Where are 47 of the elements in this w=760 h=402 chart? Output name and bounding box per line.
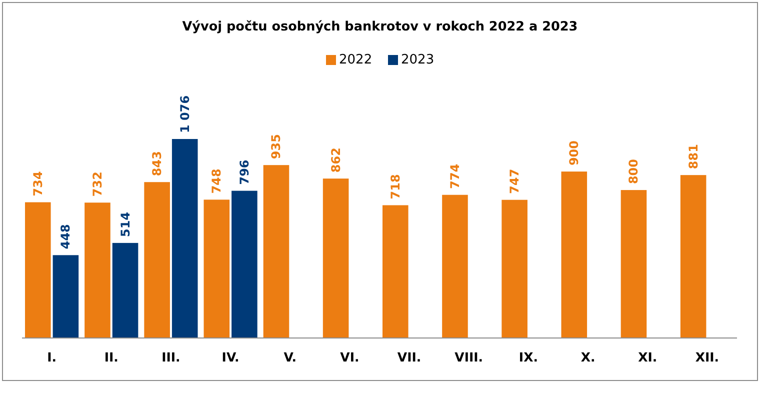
x-tick-label: VII. <box>397 350 422 364</box>
data-label: 448 <box>58 224 73 250</box>
data-label: 843 <box>150 151 164 176</box>
bar <box>382 205 408 338</box>
bar <box>442 194 468 338</box>
data-label: 734 <box>30 171 45 196</box>
x-tick-label: IV. <box>222 350 240 364</box>
x-tick-label: VIII. <box>454 350 484 364</box>
data-label: 935 <box>269 134 284 160</box>
bar <box>263 165 290 338</box>
bar <box>144 182 170 338</box>
chart-title: Vývoj počtu osobných bankrotov v rokoch 2022 a 2023 <box>182 20 578 34</box>
data-label: 862 <box>328 148 343 173</box>
data-label: 774 <box>448 164 462 189</box>
bar <box>172 139 198 338</box>
x-tick-label: V. <box>284 350 297 364</box>
data-label: 748 <box>210 168 224 194</box>
data-label: 796 <box>237 160 252 185</box>
bar <box>204 200 230 338</box>
bar <box>322 178 349 338</box>
data-label: 747 <box>508 168 522 194</box>
x-tick-label: III. <box>162 350 180 364</box>
bar <box>561 172 588 338</box>
x-tick-label: XII. <box>695 350 720 364</box>
x-tick-label: VI. <box>340 350 360 364</box>
x-tick-label: X. <box>580 350 596 364</box>
data-label: 881 <box>686 144 700 170</box>
bar <box>502 200 528 338</box>
bar <box>680 175 706 338</box>
x-tick-label: IX. <box>518 350 538 364</box>
x-tick-label: II. <box>104 350 118 364</box>
bar <box>112 242 138 338</box>
data-label: 732 <box>90 172 104 197</box>
bar <box>84 202 110 338</box>
legend-label: 2022 <box>339 52 372 68</box>
legend-label: 2023 <box>401 52 434 68</box>
data-label: 900 <box>567 140 582 166</box>
bar <box>232 190 258 338</box>
data-label: 514 <box>118 212 132 237</box>
x-tick-label: XI. <box>638 350 658 364</box>
bar <box>52 255 79 338</box>
data-label: 1 076 <box>178 95 192 133</box>
x-tick-label: I. <box>47 350 56 364</box>
bar <box>620 190 647 338</box>
data-label: 800 <box>626 158 641 184</box>
data-label: 718 <box>388 174 402 200</box>
bar <box>25 202 51 338</box>
